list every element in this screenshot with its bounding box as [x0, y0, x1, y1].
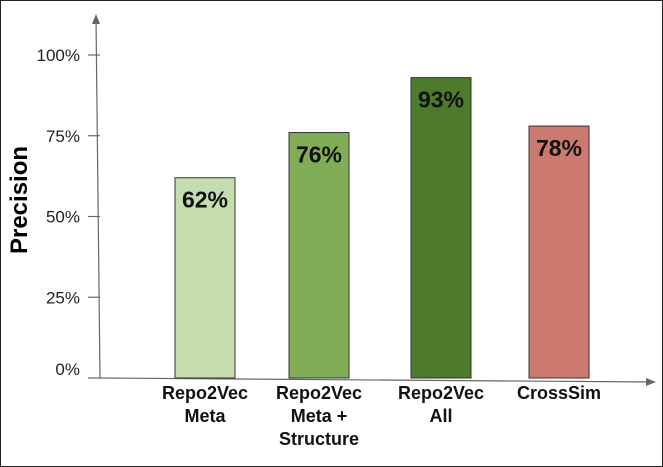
category-labels: Repo2Vec Meta Repo2Vec Meta + Structure Repo2…	[162, 383, 601, 449]
y-axis-arrow	[92, 14, 100, 24]
category-label: CrossSim	[517, 383, 601, 403]
data-labels: 62% 76% 93% 78%	[182, 87, 582, 213]
bar	[174, 177, 236, 379]
data-label: 78%	[536, 135, 582, 161]
y-tick-label: 50%	[46, 208, 80, 227]
x-axis-line	[99, 377, 653, 383]
bar	[288, 132, 350, 379]
y-ticks: 0% 25% 50% 75% 100%	[37, 46, 100, 379]
bars	[174, 77, 590, 379]
y-tick-label: 0%	[55, 360, 80, 379]
bar	[410, 77, 472, 379]
category-label: Structure	[279, 429, 359, 449]
axes	[92, 14, 656, 386]
y-tick-label: 100%	[37, 46, 80, 65]
category-label: Meta	[184, 406, 226, 426]
category-label: All	[429, 406, 452, 426]
bar	[528, 125, 590, 379]
category-label: Repo2Vec	[398, 383, 484, 403]
y-axis-label: Precision	[6, 146, 33, 254]
data-label: 93%	[418, 87, 464, 113]
category-label: Meta +	[291, 406, 348, 426]
y-tick-label: 25%	[46, 288, 80, 307]
data-label: 76%	[296, 142, 342, 168]
x-axis-arrow	[646, 378, 656, 386]
category-label: Repo2Vec	[162, 383, 248, 403]
data-label: 62%	[182, 187, 228, 213]
y-axis-line	[95, 17, 101, 379]
y-tick-label: 75%	[46, 127, 80, 146]
category-label: Repo2Vec	[276, 383, 362, 403]
